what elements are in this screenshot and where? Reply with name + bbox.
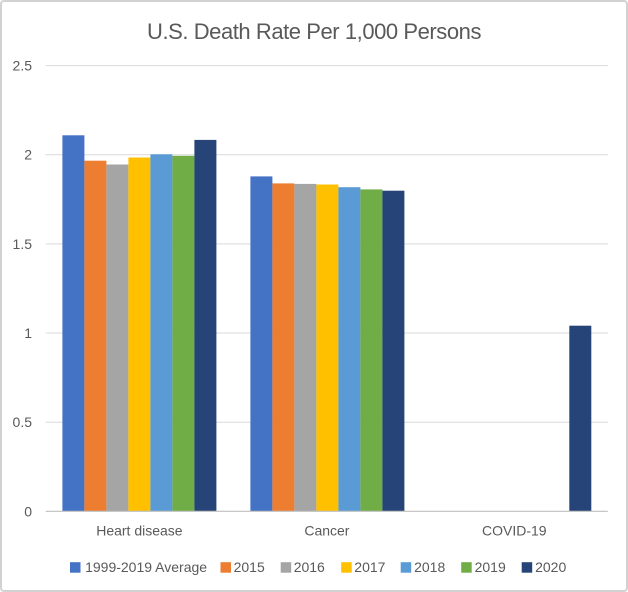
svg-text:2018: 2018	[414, 559, 445, 575]
svg-text:0.5: 0.5	[13, 414, 33, 430]
svg-text:0: 0	[24, 503, 32, 519]
svg-text:2: 2	[24, 147, 32, 163]
svg-text:Heart disease: Heart disease	[96, 523, 183, 539]
svg-text:2015: 2015	[234, 559, 265, 575]
svg-text:U.S. Death Rate Per 1,000 Pers: U.S. Death Rate Per 1,000 Persons	[147, 19, 481, 44]
svg-text:2016: 2016	[294, 559, 325, 575]
svg-text:1999-2019 Average: 1999-2019 Average	[85, 559, 207, 575]
svg-text:1.5: 1.5	[13, 236, 33, 252]
svg-text:COVID-19: COVID-19	[482, 523, 547, 539]
svg-text:2.5: 2.5	[13, 58, 33, 74]
svg-text:2019: 2019	[475, 559, 506, 575]
svg-text:1: 1	[24, 325, 32, 341]
svg-text:2017: 2017	[354, 559, 385, 575]
svg-text:Cancer: Cancer	[304, 523, 349, 539]
svg-text:2020: 2020	[535, 559, 566, 575]
